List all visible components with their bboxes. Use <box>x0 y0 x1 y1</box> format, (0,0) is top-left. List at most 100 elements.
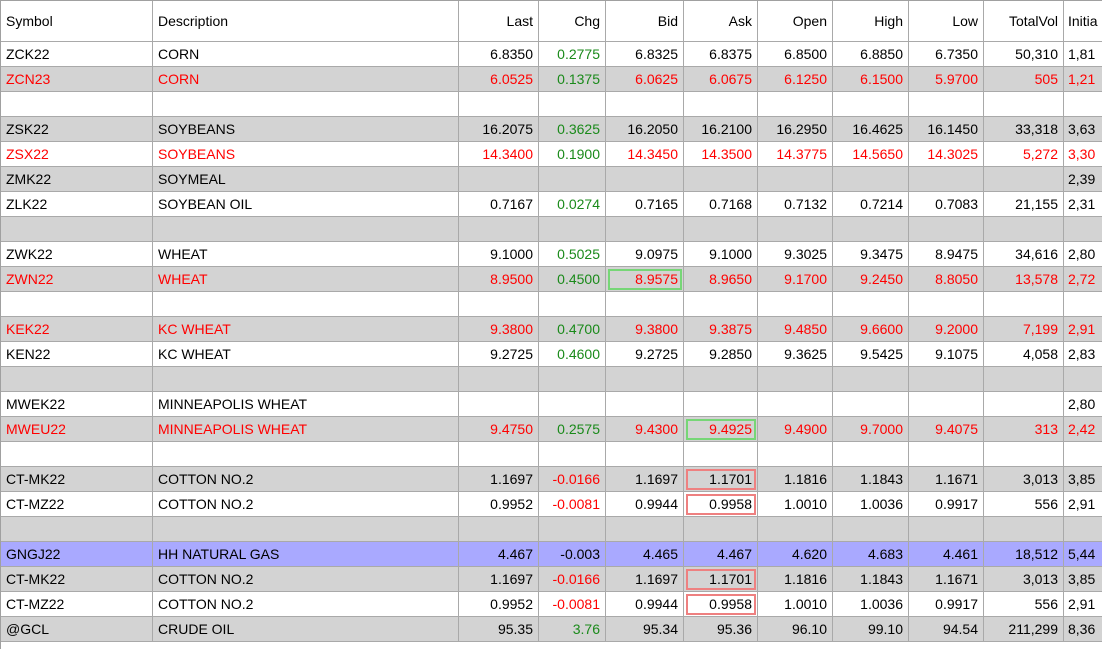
cell-description[interactable]: CRUDE OIL <box>153 617 459 642</box>
cell-initial[interactable]: 2,72 <box>1064 267 1102 292</box>
cell-bid[interactable]: 0.9944 <box>606 592 684 617</box>
cell-description[interactable]: SOYMEAL <box>153 167 459 192</box>
cell-description[interactable]: MINNEAPOLIS WHEAT <box>153 417 459 442</box>
cell-bid[interactable]: 1.1697 <box>606 567 684 592</box>
cell-open[interactable] <box>758 217 833 242</box>
cell-totalvol[interactable]: 4,058 <box>984 342 1064 367</box>
cell-totalvol[interactable]: 3,013 <box>984 467 1064 492</box>
table-row-empty[interactable] <box>1 92 1102 117</box>
cell-totalvol[interactable]: 18,512 <box>984 542 1064 567</box>
cell-ask[interactable] <box>684 217 758 242</box>
cell-initial[interactable] <box>1064 367 1102 392</box>
table-row[interactable]: KEN22 KC WHEAT 9.2725 0.4600 9.2725 9.2850 9.3… <box>1 342 1102 367</box>
cell-description[interactable]: SOYBEAN OIL <box>153 192 459 217</box>
cell-chg[interactable]: 0.2575 <box>539 417 606 442</box>
cell-symbol[interactable]: CT-MZ22 <box>1 492 153 517</box>
cell-bid[interactable]: 4.465 <box>606 542 684 567</box>
cell-bid[interactable] <box>606 392 684 417</box>
cell-ask[interactable] <box>684 517 758 542</box>
cell-high[interactable]: 9.3475 <box>833 242 909 267</box>
cell-symbol[interactable] <box>1 517 153 542</box>
cell-ask[interactable]: 95.36 <box>684 617 758 642</box>
cell-ask[interactable]: 6.0675 <box>684 67 758 92</box>
cell-chg[interactable]: 0.2775 <box>539 42 606 67</box>
cell-open[interactable] <box>758 517 833 542</box>
cell-last[interactable]: 95.35 <box>459 617 539 642</box>
cell-symbol[interactable]: MWEK22 <box>1 392 153 417</box>
cell-open[interactable]: 9.4900 <box>758 417 833 442</box>
cell-description[interactable] <box>153 367 459 392</box>
cell-bid[interactable]: 9.0975 <box>606 242 684 267</box>
cell-ask[interactable]: 4.467 <box>684 542 758 567</box>
cell-chg[interactable] <box>539 517 606 542</box>
cell-symbol[interactable] <box>1 217 153 242</box>
cell-symbol[interactable] <box>1 367 153 392</box>
cell-initial[interactable]: 1,81 <box>1064 42 1102 67</box>
cell-initial[interactable] <box>1064 217 1102 242</box>
cell-description[interactable]: KC WHEAT <box>153 342 459 367</box>
cell-initial[interactable]: 2,91 <box>1064 592 1102 617</box>
cell-chg[interactable] <box>539 92 606 117</box>
cell-symbol[interactable]: KEK22 <box>1 317 153 342</box>
cell-description[interactable]: COTTON NO.2 <box>153 492 459 517</box>
cell-ask[interactable]: 9.3875 <box>684 317 758 342</box>
cell-high[interactable]: 14.5650 <box>833 142 909 167</box>
cell-description[interactable]: WHEAT <box>153 242 459 267</box>
cell-symbol[interactable]: @GCL <box>1 617 153 642</box>
cell-ask[interactable]: 9.2850 <box>684 342 758 367</box>
table-row[interactable]: CT-MZ22 COTTON NO.2 0.9952 -0.0081 0.9944 0.9… <box>1 492 1102 517</box>
cell-last[interactable]: 8.9500 <box>459 267 539 292</box>
cell-chg[interactable] <box>539 392 606 417</box>
cell-symbol[interactable]: CT-MZ22 <box>1 592 153 617</box>
cell-open[interactable]: 9.3025 <box>758 242 833 267</box>
cell-low[interactable]: 0.9917 <box>909 592 984 617</box>
cell-high[interactable] <box>833 292 909 317</box>
cell-high[interactable]: 99.10 <box>833 617 909 642</box>
cell-low[interactable] <box>909 292 984 317</box>
cell-chg[interactable]: -0.0166 <box>539 567 606 592</box>
cell-bid[interactable]: 0.9944 <box>606 492 684 517</box>
cell-last[interactable]: 0.9952 <box>459 492 539 517</box>
cell-description[interactable]: SOYBEANS <box>153 117 459 142</box>
cell-open[interactable]: 0.7132 <box>758 192 833 217</box>
cell-description[interactable]: CORN <box>153 42 459 67</box>
cell-symbol[interactable]: CT-MK22 <box>1 567 153 592</box>
cell-open[interactable]: 4.620 <box>758 542 833 567</box>
cell-low[interactable]: 0.7083 <box>909 192 984 217</box>
table-row[interactable]: CT-MZ22 COTTON NO.2 0.9952 -0.0081 0.9944 0.9… <box>1 592 1102 617</box>
cell-low[interactable] <box>909 367 984 392</box>
cell-symbol[interactable] <box>1 442 153 467</box>
cell-initial[interactable]: 2,91 <box>1064 317 1102 342</box>
cell-open[interactable]: 14.3775 <box>758 142 833 167</box>
cell-high[interactable] <box>833 392 909 417</box>
cell-bid[interactable]: 0.7165 <box>606 192 684 217</box>
cell-low[interactable]: 9.2000 <box>909 317 984 342</box>
cell-totalvol[interactable]: 50,310 <box>984 42 1064 67</box>
table-row-empty[interactable] <box>1 217 1102 242</box>
cell-chg[interactable] <box>539 442 606 467</box>
col-header-high[interactable]: High <box>833 1 909 42</box>
cell-bid[interactable] <box>606 442 684 467</box>
cell-low[interactable]: 9.4075 <box>909 417 984 442</box>
cell-high[interactable]: 0.7214 <box>833 192 909 217</box>
cell-initial[interactable]: 8,36 <box>1064 617 1102 642</box>
cell-last[interactable]: 6.0525 <box>459 67 539 92</box>
cell-symbol[interactable]: ZCK22 <box>1 42 153 67</box>
col-header-bid[interactable]: Bid <box>606 1 684 42</box>
cell-initial[interactable]: 1,21 <box>1064 67 1102 92</box>
cell-description[interactable] <box>153 292 459 317</box>
cell-last[interactable] <box>459 292 539 317</box>
cell-open[interactable]: 1.1816 <box>758 567 833 592</box>
cell-ask[interactable]: 0.7168 <box>684 192 758 217</box>
cell-initial[interactable]: 2,39 <box>1064 167 1102 192</box>
cell-last[interactable]: 16.2075 <box>459 117 539 142</box>
cell-open[interactable]: 16.2950 <box>758 117 833 142</box>
cell-description[interactable]: SOYBEANS <box>153 142 459 167</box>
cell-bid[interactable] <box>606 92 684 117</box>
cell-low[interactable] <box>909 442 984 467</box>
cell-chg[interactable] <box>539 217 606 242</box>
table-row-empty[interactable] <box>1 517 1102 542</box>
cell-chg[interactable]: 0.4600 <box>539 342 606 367</box>
cell-bid[interactable]: 9.3800 <box>606 317 684 342</box>
cell-symbol[interactable] <box>1 92 153 117</box>
